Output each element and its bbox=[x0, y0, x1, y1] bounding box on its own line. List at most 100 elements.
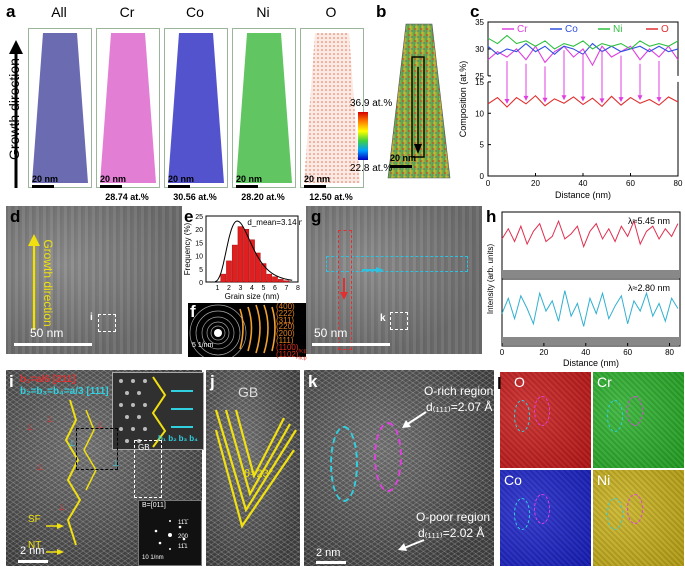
y-tick-label: 25 bbox=[475, 72, 484, 81]
o-poor-title: O-poor region bbox=[416, 510, 491, 524]
composition-map bbox=[384, 22, 454, 182]
burgers-label-2: b₂ bbox=[168, 434, 177, 443]
panel-g-label: g bbox=[311, 207, 322, 226]
svg-text:⊥: ⊥ bbox=[58, 502, 66, 512]
x-tick-label: 1 bbox=[216, 285, 220, 292]
histogram-bar bbox=[231, 244, 238, 283]
saed-ring-label: (200) bbox=[276, 329, 295, 339]
svg-text:⊥: ⊥ bbox=[112, 458, 120, 468]
composition-cr: 28.74 at.% bbox=[105, 192, 149, 202]
o-rich-ellipse bbox=[374, 422, 402, 492]
wavelength-label: λ≈2.80 nm bbox=[628, 283, 670, 293]
line-profile-box-vertical bbox=[338, 230, 352, 350]
saed-ring-label: (311) bbox=[276, 316, 294, 324]
scalebar-o: 20 nm bbox=[304, 174, 331, 184]
eds-maps: O Cr Co Ni bbox=[500, 372, 684, 566]
element-label-o: O bbox=[325, 4, 337, 20]
x-tick-label: 80 bbox=[674, 179, 683, 188]
panel-d-scalebar-line bbox=[14, 343, 92, 346]
fft-zone-axis: B=[011] bbox=[142, 502, 166, 509]
x-tick-label: 3 bbox=[239, 285, 243, 292]
interface-arrowhead bbox=[580, 96, 586, 102]
panel-i-scalebar-line bbox=[18, 560, 48, 563]
dislocation-trace: ⊥ ⊥ ⊥ ⊥ ⊥ ⊥ ⊥ bbox=[6, 370, 202, 566]
scalebar-line-co bbox=[168, 185, 190, 188]
histogram-bar bbox=[283, 280, 290, 283]
region-marker-k: k bbox=[380, 313, 386, 324]
x-tick-label: 20 bbox=[539, 348, 548, 357]
apt-reconstructions: All 20 nm Cr 20 nm 28.74 at.% Co 20 nm 30.56 at… bbox=[28, 4, 368, 206]
y-tick-label: 35 bbox=[475, 18, 484, 27]
o-rich-title: O-rich region bbox=[424, 384, 494, 398]
panel-g-scalebar: 50 nm bbox=[314, 326, 348, 340]
o-poor-ellipse bbox=[514, 498, 530, 530]
eds-map-label: O bbox=[514, 374, 525, 390]
element-label-co: Co bbox=[186, 4, 204, 20]
gb-label-i: GB bbox=[138, 443, 150, 452]
burgers-label-1: b₁ bbox=[158, 434, 167, 443]
x-tick-label: 8 bbox=[296, 285, 300, 292]
axis-break bbox=[484, 75, 492, 82]
eds-map-ni: Ni bbox=[593, 470, 684, 566]
y-axis-label: Composition (at.%) bbox=[458, 61, 468, 138]
o-poor-arrow bbox=[396, 538, 426, 552]
legend-label: Co bbox=[565, 24, 578, 35]
scalebar-line-o bbox=[304, 185, 326, 188]
panel-e-label: e bbox=[184, 207, 194, 226]
interface-arrowhead bbox=[599, 98, 605, 104]
o-poor-ellipse bbox=[514, 400, 530, 432]
burgers-label-3: b₃ bbox=[178, 434, 188, 443]
intensity-profile-2 bbox=[501, 290, 679, 327]
x-tick-label: 80 bbox=[665, 348, 674, 357]
line-profile-box-horizontal bbox=[326, 256, 468, 272]
burgers-labels: b₁ b₂ b₃ b₄ bbox=[158, 434, 200, 443]
region-box-j bbox=[76, 428, 118, 470]
histogram-bar bbox=[249, 239, 255, 283]
eds-map-label: Co bbox=[504, 472, 522, 488]
nt-label: NT bbox=[28, 540, 42, 551]
burgers-vector-b1: b₁=a/6 [211] bbox=[20, 374, 76, 385]
histogram-bar bbox=[220, 273, 227, 283]
growth-direction-arrow-d bbox=[26, 232, 42, 332]
sf-arrow bbox=[46, 516, 64, 529]
x-axis-label: Grain size (nm) bbox=[225, 292, 280, 301]
interface-arrowhead bbox=[637, 95, 643, 101]
saed-ring-label: (1100)hcp bbox=[276, 343, 307, 356]
sf-label: SF bbox=[28, 514, 41, 525]
saed-ring-label: (111) bbox=[276, 337, 294, 345]
growth-direction-label: Growth direction bbox=[6, 58, 22, 160]
gb-box bbox=[134, 440, 162, 498]
y-tick-label: 0 bbox=[480, 172, 485, 181]
panel-i-label: i bbox=[9, 372, 14, 391]
histogram-bar bbox=[254, 252, 261, 283]
x-tick-label: 60 bbox=[623, 348, 632, 357]
panel-b-scalebar-line bbox=[390, 165, 412, 168]
fft-spot-3: 11̄1 bbox=[178, 544, 188, 550]
svg-text:⊥: ⊥ bbox=[68, 438, 76, 448]
y-tick-label: 30 bbox=[475, 45, 484, 54]
composition-ni: 28.20 at.% bbox=[241, 192, 285, 202]
y-tick-label: 15 bbox=[475, 78, 484, 87]
twin-angle: θ=23° bbox=[244, 468, 274, 480]
intensity-profile-1 bbox=[501, 219, 679, 249]
vertical-arrow bbox=[340, 278, 348, 300]
tem-strip bbox=[502, 337, 680, 345]
panel-k-label: k bbox=[308, 372, 318, 391]
panel-d-scalebar: 50 nm bbox=[30, 326, 64, 340]
x-tick-label: 6 bbox=[273, 285, 277, 292]
horizontal-arrow bbox=[362, 260, 384, 273]
y-tick-label: 5 bbox=[199, 267, 203, 274]
y-tick-label: 10 bbox=[195, 254, 203, 261]
burgers-label-4: b₄ bbox=[189, 434, 198, 443]
ring-index: (200) bbox=[276, 329, 295, 339]
y-tick-label: 0 bbox=[199, 280, 203, 287]
colorbar-max: 36.9 at.% bbox=[350, 98, 393, 109]
growth-direction-arrow bbox=[6, 40, 26, 190]
panel-f-label: f bbox=[190, 302, 196, 321]
panel-a-label: a bbox=[6, 2, 16, 21]
apt-box-ni bbox=[232, 28, 296, 188]
o-poor-ellipse bbox=[330, 426, 358, 502]
interface-arrowhead bbox=[656, 97, 662, 103]
panel-d-label: d bbox=[10, 207, 21, 226]
colorbar bbox=[358, 112, 368, 160]
